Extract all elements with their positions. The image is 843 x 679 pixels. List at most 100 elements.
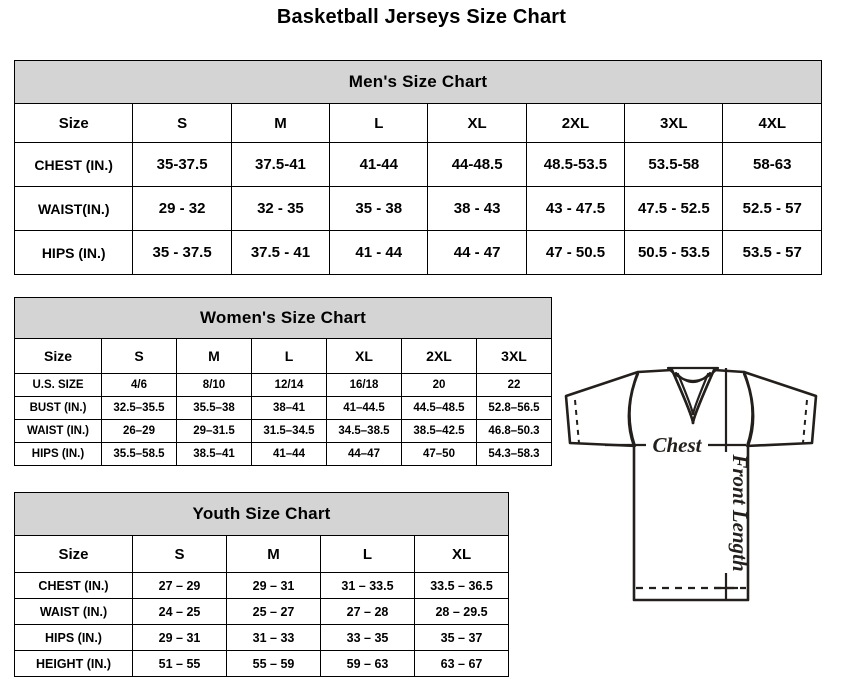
youth-chest-s: 27 – 29 <box>132 572 227 599</box>
youth-waist-l: 27 – 28 <box>320 598 415 625</box>
womens-waist-l: 31.5–34.5 <box>251 419 327 443</box>
table-row: WAIST (IN.) 26–29 29–31.5 31.5–34.5 34.5… <box>14 419 553 443</box>
womens-waist-s: 26–29 <box>101 419 177 443</box>
womens-col-header-l: L <box>251 338 327 374</box>
mens-chest-3xl: 53.5-58 <box>624 142 724 187</box>
mens-waist-l: 35 - 38 <box>329 186 429 231</box>
womens-col-header-xl: XL <box>326 338 402 374</box>
table-row: HEIGHT (IN.) 51 – 55 55 – 59 59 – 63 63 … <box>14 650 510 677</box>
womens-bust-l: 38–41 <box>251 396 327 420</box>
youth-hips-s: 29 – 31 <box>132 624 227 651</box>
womens-hips-m: 38.5–41 <box>176 442 252 466</box>
youth-col-header-size: Size <box>14 535 133 573</box>
womens-bust-2xl: 44.5–48.5 <box>401 396 477 420</box>
womens-waist-2xl: 38.5–42.5 <box>401 419 477 443</box>
mens-chest-xl: 44-48.5 <box>427 142 527 187</box>
mens-waist-m: 32 - 35 <box>230 186 331 231</box>
mens-size-chart-table: Men's Size Chart Size S M L XL 2XL 3XL 4… <box>13 60 822 275</box>
mens-waist-4xl: 52.5 - 57 <box>722 186 822 231</box>
womens-size-chart-table: Women's Size Chart Size S M L XL 2XL 3XL… <box>13 297 553 466</box>
mens-row-label-waist: WAIST(IN.) <box>13 186 134 231</box>
right-sleeve-cuff-dash <box>802 399 808 444</box>
youth-row-label-hips: HIPS (IN.) <box>14 624 133 651</box>
left-sleeve-cuff-dash <box>574 399 580 444</box>
womens-bust-xl: 41–44.5 <box>326 396 402 420</box>
womens-caption-row: Women's Size Chart <box>13 297 553 339</box>
womens-col-header-m: M <box>176 338 252 374</box>
womens-ussize-2xl: 20 <box>401 373 477 397</box>
womens-ussize-xl: 16/18 <box>326 373 402 397</box>
mens-hips-2xl: 47 - 50.5 <box>525 230 626 275</box>
left-armhole-seam <box>628 372 640 448</box>
youth-waist-m: 25 – 27 <box>226 598 321 625</box>
chest-measure-label: Chest <box>652 433 702 457</box>
womens-bust-s: 32.5–35.5 <box>101 396 177 420</box>
page-title: Basketball Jerseys Size Chart <box>276 6 567 28</box>
womens-ussize-l: 12/14 <box>251 373 327 397</box>
youth-height-xl: 63 – 67 <box>413 650 510 677</box>
table-row: HIPS (IN.) 29 – 31 31 – 33 33 – 35 35 – … <box>14 624 510 651</box>
youth-height-s: 51 – 55 <box>132 650 227 677</box>
mens-hips-l: 41 - 44 <box>329 230 429 275</box>
mens-hips-s: 35 - 37.5 <box>132 230 232 275</box>
table-row: HIPS (IN.) 35 - 37.5 37.5 - 41 41 - 44 4… <box>13 230 822 275</box>
mens-col-header-4xl: 4XL <box>722 103 822 143</box>
jersey-measurement-diagram: Chest Front Length <box>548 355 838 655</box>
womens-waist-m: 29–31.5 <box>176 419 252 443</box>
womens-col-header-s: S <box>101 338 177 374</box>
youth-hips-m: 31 – 33 <box>226 624 321 651</box>
table-row: BUST (IN.) 32.5–35.5 35.5–38 38–41 41–44… <box>14 396 553 420</box>
collar-inner-v <box>676 372 710 416</box>
youth-chest-m: 29 – 31 <box>226 572 321 599</box>
youth-size-chart-table: Youth Size Chart Size S M L XL CHEST (IN… <box>13 492 510 677</box>
mens-header-row: Size S M L XL 2XL 3XL 4XL <box>13 103 822 143</box>
mens-col-header-xl: XL <box>427 103 527 143</box>
front-length-measure-label: Front Length <box>728 453 752 571</box>
womens-col-header-size: Size <box>14 338 102 374</box>
youth-header-row: Size S M L XL <box>14 535 510 573</box>
youth-hips-l: 33 – 35 <box>320 624 415 651</box>
womens-bust-m: 35.5–38 <box>176 396 252 420</box>
left-sleeve-shape <box>564 370 640 448</box>
table-row: HIPS (IN.) 35.5–58.5 38.5–41 41–44 44–47… <box>14 442 553 466</box>
youth-col-header-m: M <box>226 535 321 573</box>
mens-hips-xl: 44 - 47 <box>427 230 527 275</box>
youth-waist-xl: 28 – 29.5 <box>413 598 510 625</box>
table-row: WAIST(IN.) 29 - 32 32 - 35 35 - 38 38 - … <box>13 186 822 231</box>
mens-hips-3xl: 50.5 - 53.5 <box>624 230 724 275</box>
youth-row-label-height: HEIGHT (IN.) <box>14 650 133 677</box>
youth-col-header-xl: XL <box>413 535 510 573</box>
collar-outer-v <box>670 368 716 425</box>
womens-row-label-bust: BUST (IN.) <box>14 396 102 420</box>
mens-chest-m: 37.5-41 <box>230 142 331 187</box>
collar-ribbing-arc-inner <box>674 371 712 384</box>
mens-waist-2xl: 43 - 47.5 <box>525 186 626 231</box>
mens-chest-l: 41-44 <box>329 142 429 187</box>
mens-hips-m: 37.5 - 41 <box>230 230 331 275</box>
youth-caption-row: Youth Size Chart <box>13 492 510 536</box>
womens-waist-xl: 34.5–38.5 <box>326 419 402 443</box>
youth-chest-l: 31 – 33.5 <box>320 572 415 599</box>
youth-hips-xl: 35 – 37 <box>413 624 510 651</box>
mens-row-label-hips: HIPS (IN.) <box>13 230 134 275</box>
mens-chest-4xl: 58-63 <box>722 142 822 187</box>
mens-col-header-3xl: 3XL <box>624 103 724 143</box>
womens-row-label-hips: HIPS (IN.) <box>14 442 102 466</box>
womens-hips-3xl: 54.3–58.3 <box>475 442 553 466</box>
womens-col-header-3xl: 3XL <box>475 338 553 374</box>
mens-chart-caption: Men's Size Chart <box>14 60 822 104</box>
youth-waist-s: 24 – 25 <box>132 598 227 625</box>
mens-col-header-2xl: 2XL <box>525 103 626 143</box>
right-armhole-seam <box>742 372 754 448</box>
womens-col-header-2xl: 2XL <box>401 338 477 374</box>
mens-caption-row: Men's Size Chart <box>14 60 822 104</box>
mens-col-header-l: L <box>329 103 429 143</box>
youth-height-m: 55 – 59 <box>226 650 321 677</box>
womens-hips-l: 41–44 <box>251 442 327 466</box>
womens-waist-3xl: 46.8–50.3 <box>475 419 553 443</box>
mens-chest-2xl: 48.5-53.5 <box>525 142 626 187</box>
youth-chest-xl: 33.5 – 36.5 <box>413 572 510 599</box>
mens-col-header-s: S <box>132 103 232 143</box>
womens-ussize-3xl: 22 <box>475 373 553 397</box>
mens-row-label-chest: CHEST (IN.) <box>13 142 134 187</box>
